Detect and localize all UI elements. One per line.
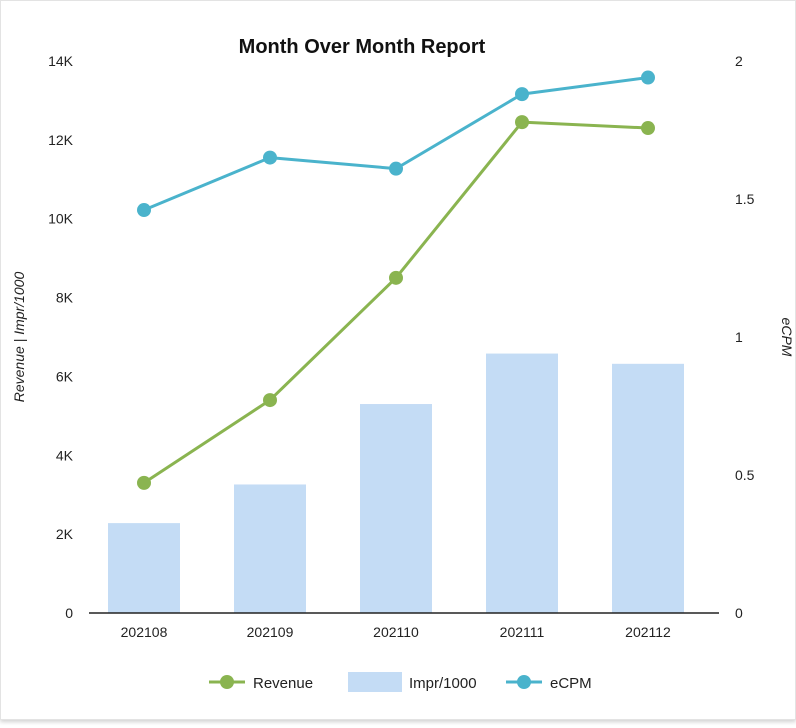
y-left-tick-label: 8K	[56, 290, 74, 306]
data-point	[641, 121, 655, 136]
chart-title: Month Over Month Report	[239, 36, 486, 58]
y-right-tick-label: 1.5	[735, 191, 755, 207]
bar	[234, 484, 306, 613]
x-tick-label: 202112	[625, 624, 671, 640]
legend-label: eCPM	[550, 675, 592, 692]
data-point	[515, 115, 529, 130]
y-left-tick-label: 4K	[56, 447, 74, 463]
legend-swatch	[517, 675, 531, 689]
data-point	[641, 70, 655, 85]
y-left-tick-label: 6K	[56, 368, 74, 384]
x-tick-label: 202108	[121, 624, 168, 640]
y-right-tick-label: 1	[735, 329, 743, 345]
y-left-axis-title: Revenue | Impr/1000	[11, 272, 27, 403]
y-right-axis-title: eCPM	[779, 318, 795, 357]
data-point	[137, 475, 151, 490]
y-right-tick-label: 0	[735, 605, 743, 621]
data-point	[389, 270, 403, 285]
legend: Revenue Impr/1000 eCPM	[209, 672, 592, 692]
legend-label: Impr/1000	[409, 675, 477, 692]
y-left-tick-label: 10K	[48, 211, 74, 227]
line-layer	[137, 70, 655, 490]
bar	[486, 353, 558, 613]
bar	[360, 404, 432, 613]
legend-label: Revenue	[253, 675, 313, 692]
legend-swatch	[220, 675, 234, 689]
y-left-tick-label: 0	[65, 605, 73, 621]
bar	[612, 363, 684, 613]
x-tick-label: 202110	[373, 624, 419, 640]
x-tick-label: 202109	[247, 624, 294, 640]
axes-layer: 202108 202109 202110 202111 202112 0 2K 4K 6K 8K 1…	[48, 53, 755, 640]
y-right-tick-label: 2	[735, 53, 743, 69]
x-tick-label: 202111	[500, 624, 545, 640]
data-point	[263, 150, 277, 165]
y-left-tick-label: 2K	[56, 526, 74, 542]
data-point	[263, 393, 277, 408]
data-point	[389, 161, 403, 176]
y-left-tick-label: 14K	[48, 53, 74, 69]
data-point	[515, 87, 529, 102]
series-line	[143, 76, 649, 212]
bar-layer	[108, 353, 684, 613]
y-left-tick-label: 12K	[48, 132, 74, 148]
data-point	[137, 203, 151, 218]
bar	[108, 523, 180, 613]
legend-swatch	[348, 672, 402, 692]
y-right-tick-label: 0.5	[735, 467, 755, 483]
